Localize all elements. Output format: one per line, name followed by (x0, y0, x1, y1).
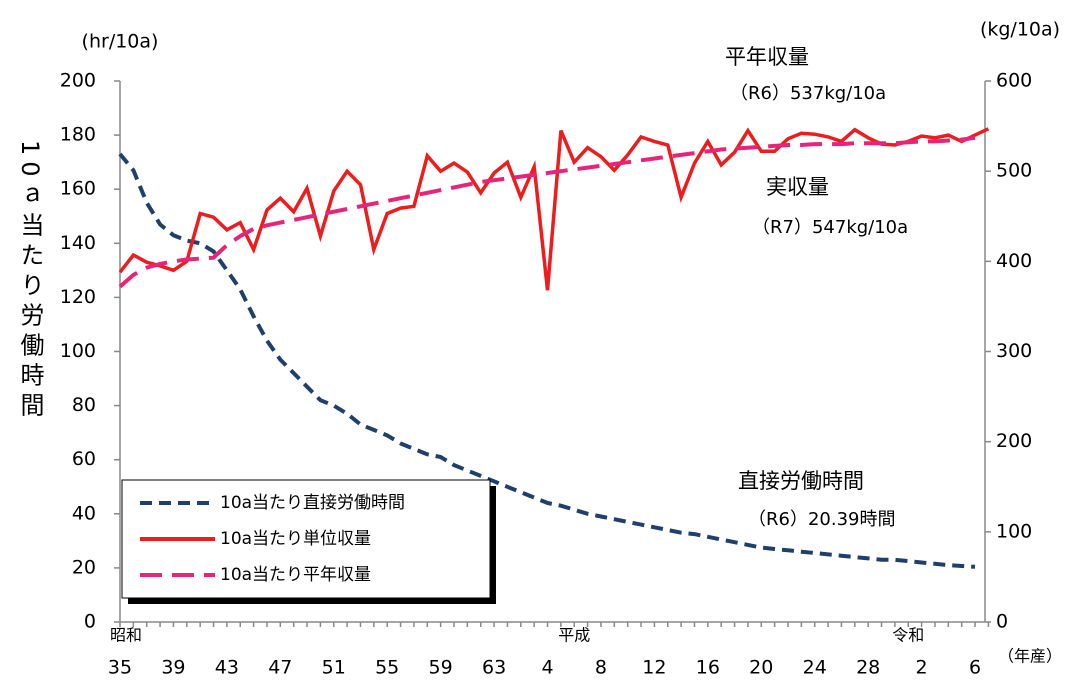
x-tick-label: 2 (916, 657, 928, 679)
y-tick-label: 180 (60, 124, 96, 146)
y-tick-label: 140 (60, 232, 96, 254)
x-tick-label: 6 (969, 657, 981, 679)
x-tick-label: 4 (541, 657, 553, 679)
x-tick-label: 20 (749, 657, 773, 679)
y-tick-label: 80 (72, 394, 96, 416)
y-axis-title: 10ａ当たり労働時間 (16, 140, 44, 423)
x-tick-label: 16 (696, 657, 720, 679)
x-tick-label: 59 (429, 657, 453, 679)
y-tick-label: 0 (84, 611, 96, 633)
x-tick-label: 63 (482, 657, 506, 679)
x-tick-label: 28 (856, 657, 880, 679)
y2-tick-label: 0 (996, 611, 1008, 633)
legend-label: 10a当たり平年収量 (220, 565, 371, 585)
y-tick-label: 160 (60, 178, 96, 200)
y-tick-label: 20 (72, 556, 96, 578)
era-label: 昭和 (110, 626, 142, 645)
y2-axis-unit: (kg/10a) (980, 19, 1060, 41)
legend-label: 10a当たり直接労働時間 (220, 493, 405, 513)
annotation: 実収量 (766, 175, 829, 199)
x-tick-label: 8 (595, 657, 607, 679)
y-tick-label: 120 (60, 286, 96, 308)
x-axis-label: （年産） (998, 647, 1062, 666)
annotation: （R6）537kg/10a (730, 83, 886, 104)
x-tick-label: 12 (642, 657, 666, 679)
y2-tick-label: 200 (996, 430, 1032, 452)
x-tick-label: 39 (161, 657, 185, 679)
y2-tick-label: 100 (996, 520, 1032, 542)
y2-tick-label: 600 (996, 70, 1032, 92)
era-label: 平成 (558, 626, 590, 645)
x-tick-label: 24 (803, 657, 827, 679)
y2-tick-label: 500 (996, 160, 1032, 182)
y-tick-label: 100 (60, 340, 96, 362)
series-line (118, 127, 990, 291)
annotation: （R7）547kg/10a (752, 217, 908, 238)
series-line (118, 135, 976, 289)
y-tick-label: 40 (72, 502, 96, 524)
y2-tick-label: 300 (996, 340, 1032, 362)
x-tick-label: 47 (268, 657, 292, 679)
annotation: 直接労働時間 (738, 469, 864, 493)
y2-tick-label: 400 (996, 250, 1032, 272)
annotation: 平年収量 (725, 45, 809, 69)
y-axis-unit: (hr/10a) (82, 31, 159, 53)
x-tick-label: 43 (215, 657, 239, 679)
legend-label: 10a当たり単位収量 (220, 529, 371, 549)
y-tick-label: 60 (72, 448, 96, 470)
x-tick-label: 51 (322, 657, 346, 679)
x-tick-label: 35 (108, 657, 132, 679)
era-label: 令和 (892, 626, 924, 645)
series-line (118, 152, 976, 569)
x-tick-label: 55 (375, 657, 399, 679)
y-tick-label: 200 (60, 70, 96, 92)
annotation: （R6）20.39時間 (748, 509, 896, 530)
